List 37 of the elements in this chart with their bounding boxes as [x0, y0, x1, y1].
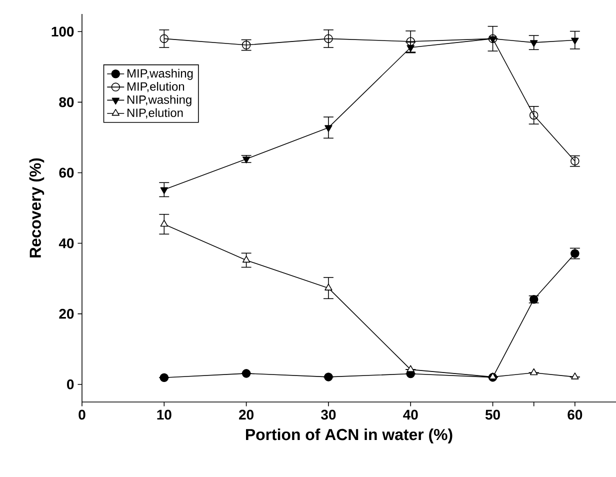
point: [324, 284, 332, 290]
point: [324, 125, 332, 132]
x-tick-label: 60: [568, 410, 582, 420]
point: [406, 365, 414, 372]
y-tick-label: 40: [58, 238, 74, 248]
y-tick-label: 0: [67, 379, 74, 390]
point: [324, 34, 333, 44]
x-tick-label: 30: [321, 410, 336, 420]
y-tick-label: 100: [52, 26, 74, 37]
x-tick-label: 10: [157, 410, 172, 420]
point: [242, 369, 251, 378]
point: [571, 372, 579, 380]
point: [160, 187, 168, 194]
y-tick-label: 20: [59, 308, 74, 319]
y-tick-label: 60: [59, 168, 74, 178]
point: [160, 220, 168, 227]
point: [529, 110, 538, 120]
point: [324, 372, 333, 382]
point: [406, 45, 414, 52]
x-tick-label: 40: [403, 410, 418, 420]
point: [571, 38, 579, 44]
point: [242, 256, 250, 263]
x-axis-title: Portion of ACN in water (%): [246, 428, 452, 444]
legend-label: MIP,washing: [128, 68, 193, 80]
y-axis-title: Recovery (%): [29, 158, 44, 258]
y-tick-label: 80: [59, 97, 74, 108]
x-tick-label: 0: [78, 410, 86, 420]
x-tick-label: 20: [239, 410, 254, 420]
point: [530, 40, 538, 47]
legend-label: NIP,washing: [128, 95, 192, 106]
point: [160, 34, 169, 44]
x-tick-label: 50: [485, 410, 500, 420]
legend-label: NIP,elution: [128, 108, 183, 118]
point: [530, 368, 538, 376]
point: [488, 372, 497, 380]
legend-label: MIP,elution: [128, 82, 184, 92]
point: [160, 373, 169, 382]
